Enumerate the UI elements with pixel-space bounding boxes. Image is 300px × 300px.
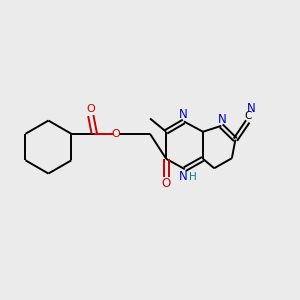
Text: C: C [244, 111, 252, 121]
Text: N: N [247, 102, 256, 115]
Text: H: H [189, 172, 197, 182]
Text: N: N [179, 170, 188, 183]
Text: N: N [179, 109, 188, 122]
Text: O: O [86, 104, 95, 114]
Text: N: N [218, 113, 227, 126]
Text: O: O [162, 177, 171, 190]
Text: O: O [111, 129, 120, 139]
